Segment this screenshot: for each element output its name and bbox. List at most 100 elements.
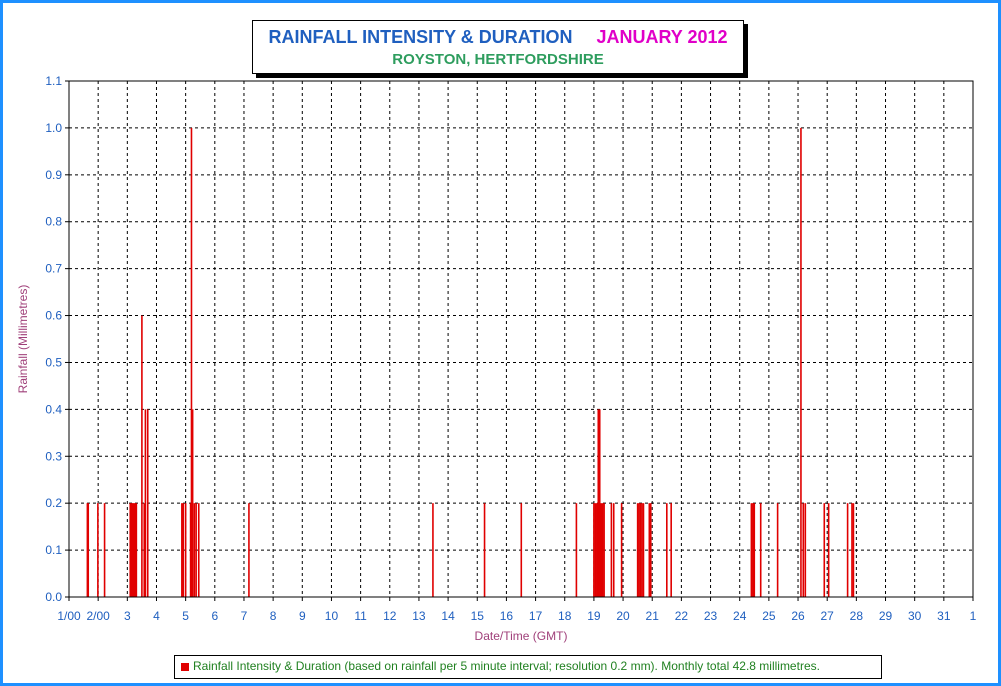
rainfall-bar (639, 503, 642, 597)
rainfall-bar (87, 503, 90, 597)
rainfall-bar (670, 503, 672, 597)
x-axis-ticks: 1/00 2/00 3 4 5 6 7 8 9 10 11 12 13 14 15 16 17 18 19 20 21 2… (57, 597, 977, 623)
x-tick-label: 5 (182, 609, 189, 623)
y-axis-label: Rainfall (Millimetres) (16, 285, 30, 394)
rainfall-bar (131, 503, 134, 597)
rainfall-bar (197, 503, 200, 597)
x-tick-label: 3 (124, 609, 131, 623)
rainfall-bar (648, 503, 651, 597)
rainfall-bar (776, 503, 779, 597)
rainfall-bar (750, 503, 753, 597)
rainfall-bar (753, 503, 756, 597)
title-line: RAINFALL INTENSITY & DURATION JANUARY 201… (253, 27, 743, 48)
rainfall-bar (603, 503, 605, 597)
y-tick-label: 0.7 (45, 262, 62, 276)
x-tick-label: 29 (879, 609, 893, 623)
x-tick-label: 24 (733, 609, 747, 623)
x-tick-label: 30 (908, 609, 922, 623)
rainfall-bar (146, 409, 149, 597)
legend-swatch (181, 663, 189, 671)
rainfall-bar (130, 503, 133, 597)
rainfall-bar (132, 503, 134, 597)
y-tick-label: 1.1 (45, 74, 62, 88)
rainfall-bar (593, 503, 595, 597)
rainfall-bar (827, 503, 830, 597)
rainfall-bar (641, 503, 643, 597)
plot-area (68, 80, 974, 598)
x-tick-label: 27 (821, 609, 835, 623)
rainfall-bar (598, 409, 601, 597)
rainfall-bar (823, 503, 826, 597)
rainfall-bar (846, 503, 849, 597)
x-tick-label: 22 (675, 609, 689, 623)
x-tick-label: 12 (383, 609, 397, 623)
y-axis-ticks: 0.0 0.1 0.2 0.3 0.4 0.5 0.6 0.7 0.8 0.9 1.0 1.1 (45, 74, 69, 604)
x-tick-label: 2/00 (86, 609, 110, 623)
rainfall-bar (575, 503, 578, 597)
legend: Rainfall Intensity & Duration (based on … (174, 655, 882, 679)
rainfall-bar (666, 503, 668, 597)
rainfall-bar (143, 503, 146, 597)
y-tick-label: 0.2 (45, 496, 62, 510)
x-tick-label: 1 (970, 609, 977, 623)
x-tick-label: 1/00 (57, 609, 81, 623)
rainfall-bar (248, 503, 250, 597)
x-tick-label: 9 (299, 609, 306, 623)
y-tick-label: 0.6 (45, 309, 62, 323)
rainfall-bars (86, 127, 855, 597)
x-tick-label: 17 (529, 609, 543, 623)
rainfall-bar (612, 503, 615, 597)
x-tick-label: 23 (704, 609, 718, 623)
x-tick-label: 20 (616, 609, 630, 623)
rainfall-bar (181, 503, 183, 597)
rainfall-bar (432, 503, 434, 597)
rainfall-bar (802, 503, 805, 597)
rainfall-bar (520, 503, 523, 597)
x-tick-label: 8 (270, 609, 277, 623)
rainfall-bar (804, 503, 807, 597)
rainfall-bar (597, 409, 600, 597)
y-tick-label: 0.4 (45, 402, 62, 416)
rainfall-bar (636, 503, 639, 597)
rainfall-bar (135, 503, 138, 597)
grid-lines (69, 81, 973, 597)
x-tick-label: 25 (762, 609, 776, 623)
title-box: RAINFALL INTENSITY & DURATION JANUARY 201… (252, 20, 744, 74)
x-tick-label: 18 (558, 609, 572, 623)
rainfall-bar (86, 503, 89, 597)
x-tick-label: 28 (850, 609, 864, 623)
y-tick-label: 0.9 (45, 168, 62, 182)
rainfall-bar (97, 503, 99, 597)
y-tick-label: 0.0 (45, 590, 62, 604)
rainfall-bar (483, 503, 486, 597)
chart-title: RAINFALL INTENSITY & DURATION (268, 27, 573, 47)
rainfall-bar (182, 503, 185, 597)
y-tick-label: 0.8 (45, 215, 62, 229)
x-tick-label: 14 (441, 609, 455, 623)
rainfall-bar (601, 503, 604, 597)
rainfall-bar (638, 503, 640, 597)
x-tick-label: 26 (791, 609, 805, 623)
rainfall-bar (600, 503, 602, 597)
rainfall-bar (190, 127, 193, 597)
rainfall-bar (141, 315, 143, 597)
rainfall-bar (759, 503, 762, 597)
x-tick-label: 19 (587, 609, 601, 623)
legend-label: Rainfall Intensity & Duration (based on … (193, 659, 820, 673)
rainfall-bar (752, 503, 754, 597)
chart-month: JANUARY 2012 (596, 27, 728, 47)
rainfall-bar (620, 503, 623, 597)
rainfall-bar (594, 503, 597, 597)
rainfall-bar (195, 503, 197, 597)
chart-subtitle: ROYSTON, HERTFORDSHIRE (392, 51, 604, 68)
rainfall-bar (610, 503, 613, 597)
x-tick-label: 15 (471, 609, 485, 623)
rainfall-bar (191, 409, 194, 597)
rainfall-bar (103, 503, 106, 597)
x-tick-label: 11 (354, 609, 367, 623)
rainfall-bar (596, 503, 598, 597)
rainfall-bar (852, 503, 855, 597)
y-tick-label: 0.5 (45, 355, 62, 369)
